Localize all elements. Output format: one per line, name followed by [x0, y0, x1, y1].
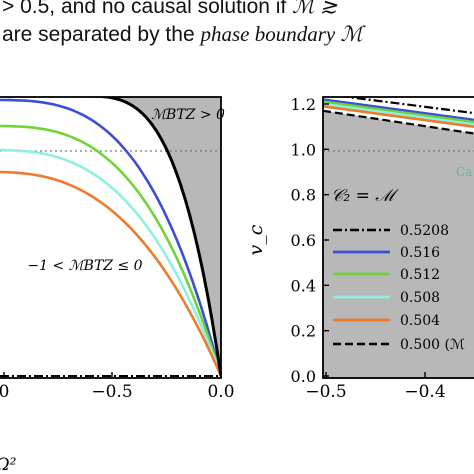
right-y-tick-label: 0.4 [291, 276, 316, 295]
left-curve-phase-boundary [80, 97, 221, 377]
right-y-tick-label: 0.6 [291, 231, 316, 250]
right-curve-4 [323, 102, 474, 126]
right-x-tick-label: −0.4 [404, 382, 445, 402]
right-y-tick-label: 1.2 [291, 95, 316, 114]
left-curves-group [0, 97, 221, 377]
legend-title: 𝒞₂ = ℳ [331, 186, 399, 206]
right-x-tick-label: −0.5 [305, 382, 346, 402]
left-curve-2 [0, 124, 221, 377]
caption-symbol-1: ℳ ≳ [292, 0, 338, 18]
left-x-tick-label: −0.5 [91, 382, 132, 402]
left-x-tick-label: 0 [0, 382, 9, 402]
caption-text-1: > 0.5, and no causal solution if [2, 0, 293, 18]
left-middle-region-label: −1 < ℳBTZ ≤ 0 [27, 258, 142, 274]
left-curve-4 [0, 170, 221, 377]
legend-label: 0.504 [400, 313, 440, 329]
legend-label: 0.516 [400, 245, 440, 261]
left-plot-frame [0, 96, 222, 379]
legend-label: 0.5208 [400, 223, 449, 239]
right-y-ticks: 0.0 0.2 0.4 0.6 0.8 1.0 1.2 [291, 95, 329, 386]
right-y-tick-label: 1.0 [291, 140, 316, 159]
right-y-axis-label: v_c [245, 224, 267, 255]
left-x-ticks: 0 −0.5 0.0 [0, 372, 235, 402]
caption-text-2: are separated by the [2, 23, 201, 46]
legend: 𝒞₂ = ℳ 0.5208 0.516 0.512 0.508 0.504 0.500 (… [331, 186, 465, 353]
right-panel: Ca 0.0 0.2 0.4 0.6 0.8 1.0 1.2 −0.5 −0.4 v_c 𝒞₂… [245, 95, 474, 402]
left-x-axis-label: Ω² [0, 455, 17, 474]
left-shaded-region-label: ℳBTZ > 0 [151, 107, 225, 123]
right-x-ticks: −0.5 −0.4 [305, 372, 446, 402]
legend-label: 0.508 [400, 290, 440, 306]
right-plot-frame [322, 96, 474, 379]
caption-line-2: are separated by the phase boundary ℳ [2, 22, 363, 47]
right-curve-2 [323, 98, 474, 122]
right-shaded-region [323, 110, 474, 378]
legend-label: 0.500 (ℳ [400, 337, 465, 353]
right-region-label: Ca [456, 165, 472, 179]
left-x-tick-label: 0.0 [207, 382, 234, 402]
left-panel: ℳBTZ > 0 −1 < ℳBTZ ≤ 0 0 −0.5 0.0 Ω² [0, 96, 235, 474]
right-curve-3 [323, 100, 474, 124]
right-y-tick-label: 0.8 [291, 186, 316, 205]
legend-label: 0.512 [400, 267, 440, 283]
right-y-tick-label: 0.2 [291, 322, 316, 341]
caption-italic-2: phase boundary ℳ [200, 22, 363, 46]
caption-line-1: > 0.5, and no causal solution if ℳ ≳ [2, 0, 337, 19]
left-shaded-region [80, 97, 221, 376]
right-curve-5 [323, 105, 474, 128]
right-curve-6 [323, 109, 474, 135]
left-curve-1 [0, 98, 221, 377]
right-y-tick-label: 0.0 [291, 367, 316, 386]
left-curve-3 [0, 148, 221, 377]
legend-entries: 0.5208 0.516 0.512 0.508 0.504 0.500 (ℳ [333, 223, 465, 353]
